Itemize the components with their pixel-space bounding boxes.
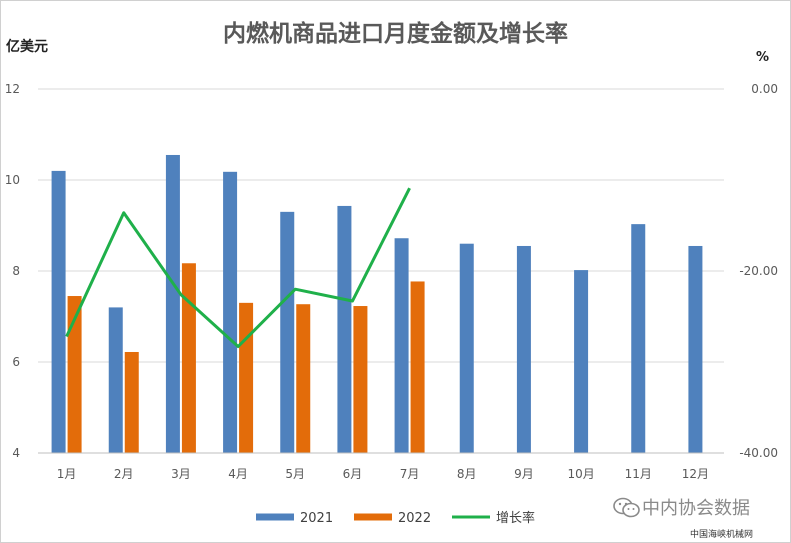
x-tick-label: 3月 bbox=[171, 467, 191, 481]
bar-2021 bbox=[459, 243, 474, 453]
chart-title: 内燃机商品进口月度金额及增长率 bbox=[223, 21, 568, 47]
bar-2021 bbox=[280, 211, 295, 453]
watermark-label: 中内协会数据 bbox=[642, 498, 750, 519]
legend-label: 2021 bbox=[300, 511, 333, 526]
x-tick-label: 4月 bbox=[228, 467, 248, 481]
y-tick-label-right: 0.00 bbox=[751, 82, 778, 96]
bar-2021 bbox=[108, 307, 123, 453]
bar-2021 bbox=[631, 224, 646, 453]
bar-2022 bbox=[353, 306, 368, 453]
x-tick-label: 7月 bbox=[400, 467, 420, 481]
watermark-text: 中内协会数据 bbox=[600, 494, 750, 520]
x-tick-label: 2月 bbox=[114, 467, 134, 481]
bar-2021 bbox=[394, 238, 409, 453]
y-tick-label-right: -40.00 bbox=[739, 446, 778, 460]
y-tick-label-left: 12 bbox=[5, 82, 20, 96]
legend-swatch-growth bbox=[452, 515, 490, 519]
y-tick-label-left: 6 bbox=[12, 355, 20, 369]
x-tick-label: 6月 bbox=[343, 467, 363, 481]
legend-swatch-2022 bbox=[354, 513, 392, 521]
y-tick-label-right: -20.00 bbox=[739, 264, 778, 278]
y-tick-label-left: 8 bbox=[12, 264, 20, 278]
growth-rate-line bbox=[65, 187, 411, 349]
y-tick-label-left: 10 bbox=[5, 173, 20, 187]
wechat-icon bbox=[613, 497, 640, 518]
legend-swatch-2021 bbox=[256, 513, 294, 521]
bar-2022 bbox=[410, 281, 425, 453]
bar-2022 bbox=[124, 351, 139, 453]
x-tick-label: 5月 bbox=[285, 467, 305, 481]
x-tick-label: 12月 bbox=[682, 467, 709, 481]
bar-2021 bbox=[516, 245, 531, 453]
x-tick-label: 9月 bbox=[514, 467, 534, 481]
footer-source: 中国海峡机械网 bbox=[690, 530, 754, 540]
y-axis-label-left: 亿美元 bbox=[6, 39, 48, 55]
bar-2022 bbox=[239, 302, 254, 453]
bar-2021 bbox=[223, 171, 238, 453]
bar-2022 bbox=[181, 263, 196, 453]
bar-2021 bbox=[337, 205, 352, 453]
legend-label: 2022 bbox=[398, 511, 431, 526]
x-tick-label: 1月 bbox=[57, 467, 77, 481]
bar-2021 bbox=[688, 245, 703, 453]
legend-label: 增长率 bbox=[496, 510, 535, 526]
bar-2021 bbox=[51, 170, 66, 453]
y-axis-label-right: % bbox=[756, 50, 770, 65]
y-tick-label-left: 4 bbox=[12, 446, 20, 460]
bar-2021 bbox=[165, 154, 180, 453]
x-tick-label: 8月 bbox=[457, 467, 477, 481]
bar-2021 bbox=[574, 270, 589, 453]
x-tick-label: 10月 bbox=[567, 467, 594, 481]
bar-2022 bbox=[67, 296, 82, 453]
bar-2022 bbox=[296, 304, 311, 453]
x-tick-label: 11月 bbox=[625, 467, 652, 481]
